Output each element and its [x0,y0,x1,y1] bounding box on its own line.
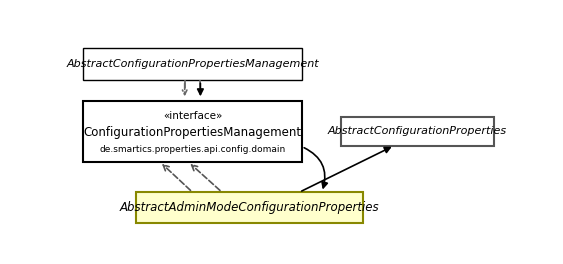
Text: AbstractConfigurationProperties: AbstractConfigurationProperties [328,126,507,136]
FancyBboxPatch shape [341,117,494,145]
FancyBboxPatch shape [83,48,302,81]
FancyBboxPatch shape [136,192,363,223]
FancyBboxPatch shape [83,101,302,162]
Text: de.smartics.properties.api.config.domain: de.smartics.properties.api.config.domain [100,145,285,154]
Text: «interface»: «interface» [163,111,222,121]
Text: AbstractAdminModeConfigurationProperties: AbstractAdminModeConfigurationProperties [119,201,379,214]
Text: ConfigurationPropertiesManagement: ConfigurationPropertiesManagement [83,126,302,139]
Text: AbstractConfigurationPropertiesManagement: AbstractConfigurationPropertiesManagemen… [66,59,319,69]
